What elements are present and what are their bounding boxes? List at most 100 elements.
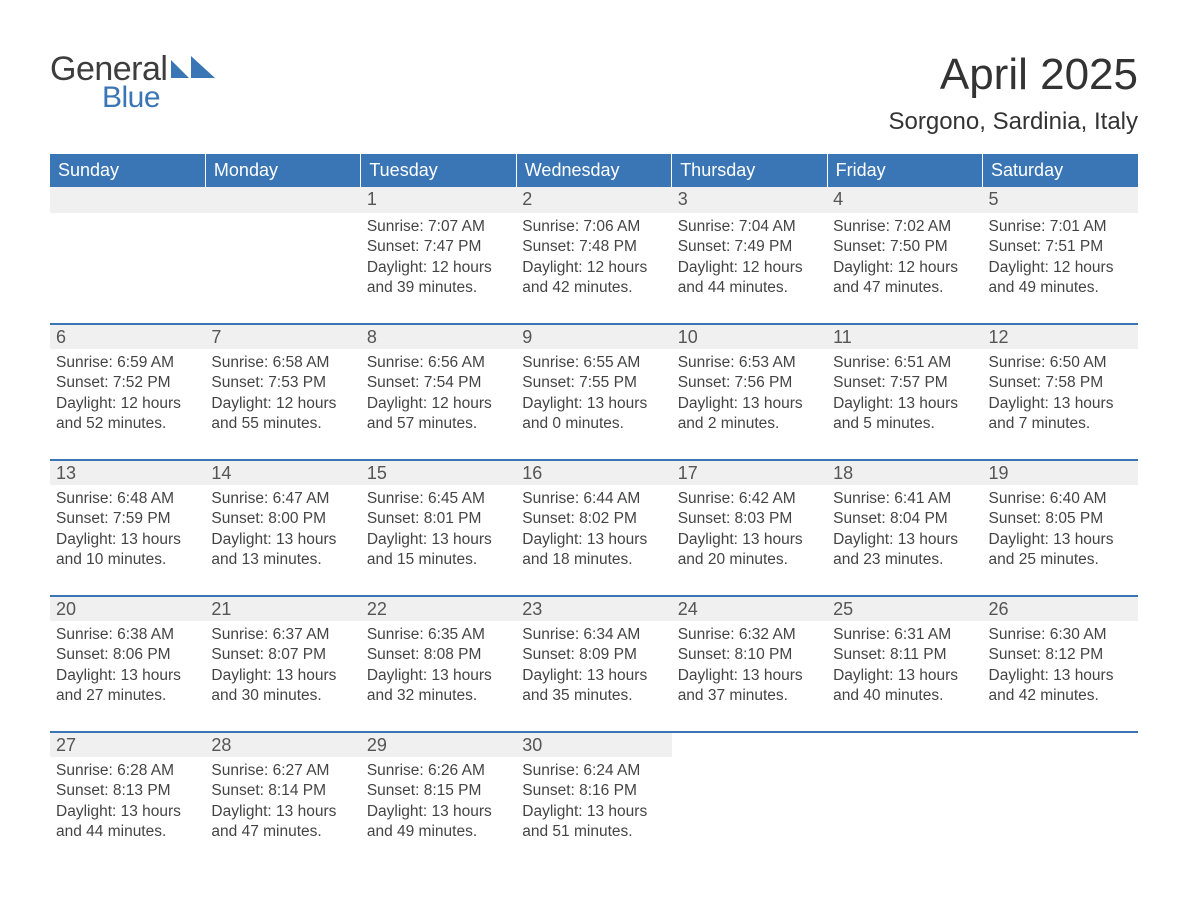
sunrise-text: Sunrise: 6:38 AM bbox=[56, 625, 199, 645]
calendar-week-row: 6Sunrise: 6:59 AMSunset: 7:52 PMDaylight… bbox=[50, 323, 1138, 459]
day-number: 25 bbox=[827, 595, 982, 621]
day-details: Sunrise: 6:55 AMSunset: 7:55 PMDaylight:… bbox=[516, 349, 671, 441]
day-details: Sunrise: 6:48 AMSunset: 7:59 PMDaylight:… bbox=[50, 485, 205, 577]
calendar-cell: 28Sunrise: 6:27 AMSunset: 8:14 PMDayligh… bbox=[205, 731, 360, 867]
title-block: April 2025 Sorgono, Sardinia, Italy bbox=[889, 50, 1138, 136]
daylight-text: Daylight: 13 hours and 2 minutes. bbox=[678, 394, 821, 435]
sunset-text: Sunset: 7:51 PM bbox=[989, 237, 1132, 257]
day-number: 1 bbox=[361, 187, 516, 213]
day-number: 7 bbox=[205, 323, 360, 349]
sunrise-text: Sunrise: 6:37 AM bbox=[211, 625, 354, 645]
calendar-cell: 27Sunrise: 6:28 AMSunset: 8:13 PMDayligh… bbox=[50, 731, 205, 867]
day-number: 8 bbox=[361, 323, 516, 349]
sunset-text: Sunset: 8:07 PM bbox=[211, 645, 354, 665]
daylight-text: Daylight: 12 hours and 39 minutes. bbox=[367, 258, 510, 299]
sunset-text: Sunset: 8:06 PM bbox=[56, 645, 199, 665]
sunset-text: Sunset: 8:16 PM bbox=[522, 781, 665, 801]
day-number: 2 bbox=[516, 187, 671, 213]
sunset-text: Sunset: 7:54 PM bbox=[367, 373, 510, 393]
calendar-cell: 29Sunrise: 6:26 AMSunset: 8:15 PMDayligh… bbox=[361, 731, 516, 867]
day-details: Sunrise: 6:51 AMSunset: 7:57 PMDaylight:… bbox=[827, 349, 982, 441]
calendar-cell: 16Sunrise: 6:44 AMSunset: 8:02 PMDayligh… bbox=[516, 459, 671, 595]
calendar-week-row: 20Sunrise: 6:38 AMSunset: 8:06 PMDayligh… bbox=[50, 595, 1138, 731]
day-details: Sunrise: 7:02 AMSunset: 7:50 PMDaylight:… bbox=[827, 213, 982, 305]
sunset-text: Sunset: 7:55 PM bbox=[522, 373, 665, 393]
sunrise-text: Sunrise: 6:55 AM bbox=[522, 353, 665, 373]
day-details: Sunrise: 6:40 AMSunset: 8:05 PMDaylight:… bbox=[983, 485, 1138, 577]
daylight-text: Daylight: 13 hours and 40 minutes. bbox=[833, 666, 976, 707]
day-number: 19 bbox=[983, 459, 1138, 485]
calendar-cell: 13Sunrise: 6:48 AMSunset: 7:59 PMDayligh… bbox=[50, 459, 205, 595]
sunrise-text: Sunrise: 6:24 AM bbox=[522, 761, 665, 781]
day-details: Sunrise: 6:44 AMSunset: 8:02 PMDaylight:… bbox=[516, 485, 671, 577]
day-number: 11 bbox=[827, 323, 982, 349]
daylight-text: Daylight: 13 hours and 25 minutes. bbox=[989, 530, 1132, 571]
calendar-cell: 10Sunrise: 6:53 AMSunset: 7:56 PMDayligh… bbox=[672, 323, 827, 459]
daylight-text: Daylight: 12 hours and 42 minutes. bbox=[522, 258, 665, 299]
calendar-cell-empty bbox=[983, 731, 1138, 867]
sunrise-text: Sunrise: 6:48 AM bbox=[56, 489, 199, 509]
day-details: Sunrise: 6:56 AMSunset: 7:54 PMDaylight:… bbox=[361, 349, 516, 441]
day-details: Sunrise: 6:37 AMSunset: 8:07 PMDaylight:… bbox=[205, 621, 360, 713]
day-details: Sunrise: 7:06 AMSunset: 7:48 PMDaylight:… bbox=[516, 213, 671, 305]
sunset-text: Sunset: 8:11 PM bbox=[833, 645, 976, 665]
daylight-text: Daylight: 12 hours and 47 minutes. bbox=[833, 258, 976, 299]
calendar-cell: 6Sunrise: 6:59 AMSunset: 7:52 PMDaylight… bbox=[50, 323, 205, 459]
calendar-cell-empty bbox=[672, 731, 827, 867]
day-number: 14 bbox=[205, 459, 360, 485]
sunset-text: Sunset: 7:48 PM bbox=[522, 237, 665, 257]
sunset-text: Sunset: 7:59 PM bbox=[56, 509, 199, 529]
day-number: 6 bbox=[50, 323, 205, 349]
sunrise-text: Sunrise: 6:31 AM bbox=[833, 625, 976, 645]
day-details: Sunrise: 6:58 AMSunset: 7:53 PMDaylight:… bbox=[205, 349, 360, 441]
daylight-text: Daylight: 13 hours and 0 minutes. bbox=[522, 394, 665, 435]
daylight-text: Daylight: 13 hours and 51 minutes. bbox=[522, 802, 665, 843]
calendar-cell: 21Sunrise: 6:37 AMSunset: 8:07 PMDayligh… bbox=[205, 595, 360, 731]
day-details: Sunrise: 6:34 AMSunset: 8:09 PMDaylight:… bbox=[516, 621, 671, 713]
daylight-text: Daylight: 13 hours and 18 minutes. bbox=[522, 530, 665, 571]
sunrise-text: Sunrise: 7:02 AM bbox=[833, 217, 976, 237]
calendar-cell: 24Sunrise: 6:32 AMSunset: 8:10 PMDayligh… bbox=[672, 595, 827, 731]
day-number: 9 bbox=[516, 323, 671, 349]
sunrise-text: Sunrise: 6:30 AM bbox=[989, 625, 1132, 645]
day-number: 29 bbox=[361, 731, 516, 757]
sunset-text: Sunset: 8:01 PM bbox=[367, 509, 510, 529]
day-number bbox=[50, 187, 205, 213]
daylight-text: Daylight: 13 hours and 44 minutes. bbox=[56, 802, 199, 843]
daylight-text: Daylight: 13 hours and 49 minutes. bbox=[367, 802, 510, 843]
day-details: Sunrise: 7:01 AMSunset: 7:51 PMDaylight:… bbox=[983, 213, 1138, 305]
sunrise-text: Sunrise: 6:26 AM bbox=[367, 761, 510, 781]
calendar-cell: 3Sunrise: 7:04 AMSunset: 7:49 PMDaylight… bbox=[672, 187, 827, 323]
day-details: Sunrise: 6:27 AMSunset: 8:14 PMDaylight:… bbox=[205, 757, 360, 849]
day-number: 26 bbox=[983, 595, 1138, 621]
calendar-table: SundayMondayTuesdayWednesdayThursdayFrid… bbox=[50, 154, 1138, 867]
day-number: 30 bbox=[516, 731, 671, 757]
sunset-text: Sunset: 8:00 PM bbox=[211, 509, 354, 529]
calendar-cell: 26Sunrise: 6:30 AMSunset: 8:12 PMDayligh… bbox=[983, 595, 1138, 731]
calendar-cell: 23Sunrise: 6:34 AMSunset: 8:09 PMDayligh… bbox=[516, 595, 671, 731]
day-number: 12 bbox=[983, 323, 1138, 349]
sunset-text: Sunset: 7:49 PM bbox=[678, 237, 821, 257]
calendar-week-row: 13Sunrise: 6:48 AMSunset: 7:59 PMDayligh… bbox=[50, 459, 1138, 595]
day-number: 24 bbox=[672, 595, 827, 621]
daylight-text: Daylight: 13 hours and 35 minutes. bbox=[522, 666, 665, 707]
sunset-text: Sunset: 8:12 PM bbox=[989, 645, 1132, 665]
weekday-header: Friday bbox=[827, 154, 982, 187]
daylight-text: Daylight: 13 hours and 47 minutes. bbox=[211, 802, 354, 843]
daylight-text: Daylight: 12 hours and 52 minutes. bbox=[56, 394, 199, 435]
day-number: 16 bbox=[516, 459, 671, 485]
calendar-cell: 1Sunrise: 7:07 AMSunset: 7:47 PMDaylight… bbox=[361, 187, 516, 323]
sunset-text: Sunset: 8:15 PM bbox=[367, 781, 510, 801]
logo-flag-icon bbox=[171, 56, 215, 84]
weekday-header: Tuesday bbox=[361, 154, 516, 187]
day-details: Sunrise: 6:26 AMSunset: 8:15 PMDaylight:… bbox=[361, 757, 516, 849]
daylight-text: Daylight: 13 hours and 5 minutes. bbox=[833, 394, 976, 435]
day-number: 21 bbox=[205, 595, 360, 621]
day-details: Sunrise: 6:24 AMSunset: 8:16 PMDaylight:… bbox=[516, 757, 671, 849]
sunset-text: Sunset: 8:04 PM bbox=[833, 509, 976, 529]
calendar-cell: 5Sunrise: 7:01 AMSunset: 7:51 PMDaylight… bbox=[983, 187, 1138, 323]
daylight-text: Daylight: 13 hours and 27 minutes. bbox=[56, 666, 199, 707]
calendar-cell: 18Sunrise: 6:41 AMSunset: 8:04 PMDayligh… bbox=[827, 459, 982, 595]
calendar-cell: 22Sunrise: 6:35 AMSunset: 8:08 PMDayligh… bbox=[361, 595, 516, 731]
day-number bbox=[827, 731, 982, 757]
